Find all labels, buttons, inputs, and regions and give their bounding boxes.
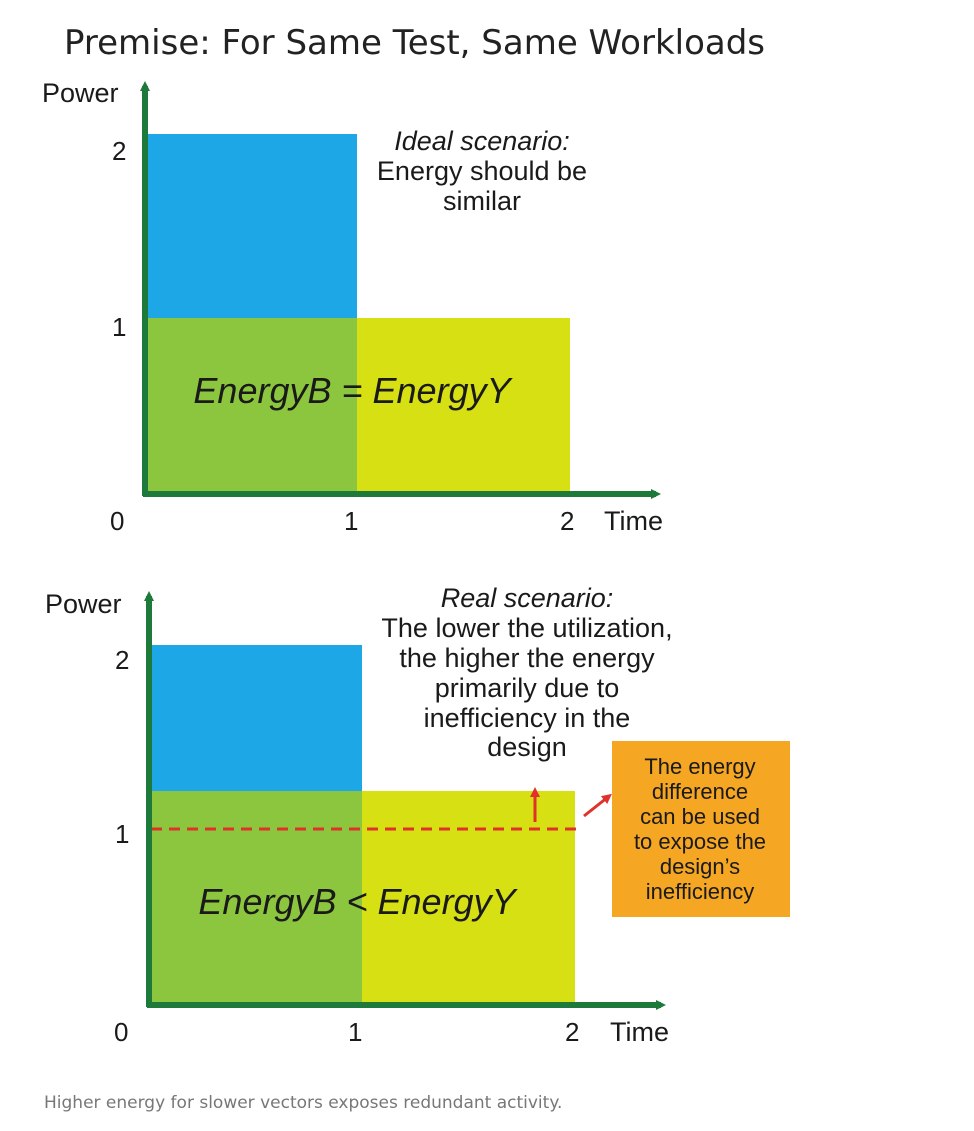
top-y-tick-2: 2 bbox=[112, 136, 126, 166]
note-line: design’s bbox=[660, 854, 740, 879]
note-line: The energy bbox=[644, 754, 755, 779]
figure-title: Premise: For Same Test, Same Workloads bbox=[64, 23, 765, 63]
bottom-blue-block bbox=[151, 645, 362, 791]
note-box: The energy difference can be used to exp… bbox=[612, 741, 790, 917]
top-y-axis-label: Power bbox=[42, 78, 119, 108]
note-line: to expose the bbox=[634, 829, 766, 854]
top-green-block bbox=[147, 318, 357, 494]
bottom-yellow-block bbox=[362, 791, 575, 1005]
bottom-body-line: the higher the energy bbox=[399, 643, 655, 673]
bottom-equation: EnergyB < EnergyY bbox=[198, 881, 518, 922]
bottom-y-tick-1: 1 bbox=[115, 819, 129, 849]
top-x-tick-2: 2 bbox=[560, 506, 574, 536]
bottom-y-tick-2: 2 bbox=[115, 645, 129, 675]
bottom-body-line: The lower the utilization, bbox=[381, 613, 672, 643]
top-blue-block bbox=[147, 134, 357, 318]
top-x-axis-label: Time bbox=[604, 506, 663, 536]
bottom-origin-label: 0 bbox=[114, 1017, 128, 1047]
top-equation: EnergyB = EnergyY bbox=[193, 370, 513, 411]
top-heading: Ideal scenario: bbox=[394, 126, 570, 156]
bottom-y-axis-label: Power bbox=[45, 589, 122, 619]
bottom-body-line: design bbox=[487, 732, 567, 762]
bottom-x-tick-1: 1 bbox=[348, 1017, 362, 1047]
bottom-x-tick-2: 2 bbox=[565, 1017, 579, 1047]
top-body-line: Energy should be bbox=[377, 156, 587, 186]
bottom-body-line: inefficiency in the bbox=[424, 703, 631, 733]
note-line: inefficiency bbox=[646, 879, 754, 904]
bottom-heading: Real scenario: bbox=[441, 583, 614, 613]
top-x-tick-1: 1 bbox=[344, 506, 358, 536]
top-chart: Power 2 1 0 1 2 Time Ideal scenario: Ene… bbox=[42, 78, 663, 536]
top-yellow-block bbox=[357, 318, 570, 494]
top-body-line: similar bbox=[443, 186, 521, 216]
bottom-green-block bbox=[151, 791, 362, 1005]
bottom-body-line: primarily due to bbox=[435, 673, 620, 703]
bottom-x-axis-label: Time bbox=[610, 1017, 669, 1047]
pointer-arrow-icon bbox=[583, 793, 612, 818]
note-line: difference bbox=[652, 779, 748, 804]
top-y-tick-1: 1 bbox=[112, 312, 126, 342]
bottom-chart: Power 2 1 0 1 2 Time Real scenario: The … bbox=[45, 583, 790, 1047]
figure-caption: Higher energy for slower vectors exposes… bbox=[44, 1093, 562, 1113]
note-box-background bbox=[612, 741, 790, 917]
note-line: can be used bbox=[640, 804, 760, 829]
top-origin-label: 0 bbox=[110, 506, 124, 536]
